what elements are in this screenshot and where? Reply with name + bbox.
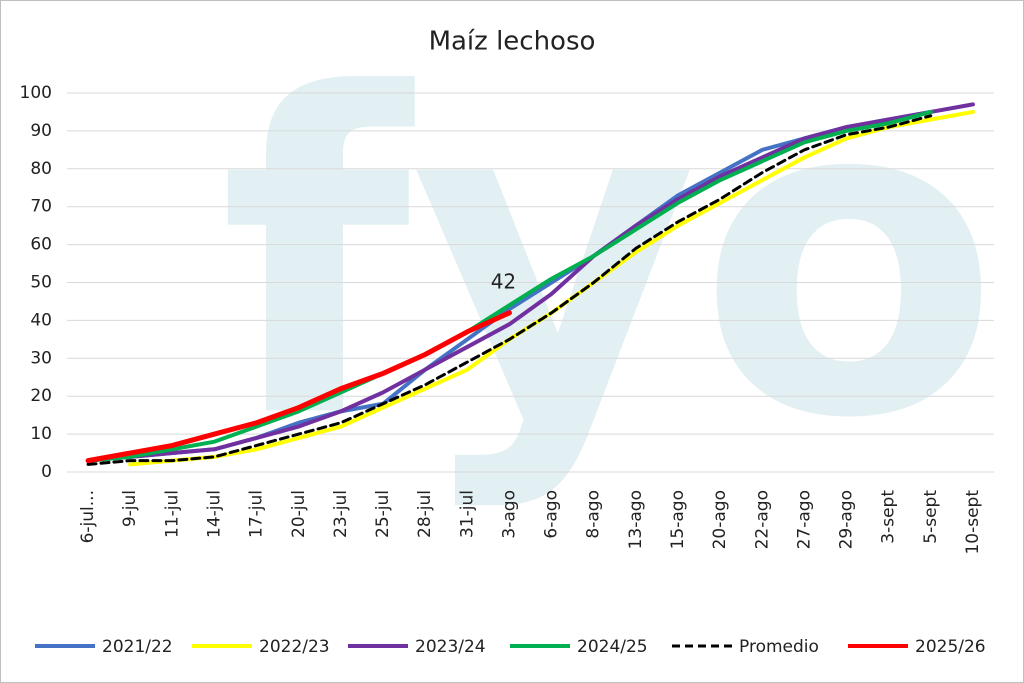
x-tick-label: 13-ago [626,490,646,549]
series-line [86,102,975,463]
x-tick-label: 22-ago [752,490,772,549]
legend-label: 2025/26 [915,637,986,657]
y-tick-label: 30 [30,348,52,368]
x-tick-label: 3-ago [499,490,519,539]
x-tick-label: 11-jul [162,490,182,538]
legend-label: 2024/25 [577,637,648,657]
y-tick-label: 0 [41,462,52,482]
y-tick-label: 10 [30,424,52,444]
y-tick-label: 80 [30,159,52,179]
watermark: fyo [219,2,1000,514]
x-tick-label: 6-ago [542,490,562,539]
y-tick-label: 90 [30,121,52,141]
y-tick-label: 70 [30,197,52,217]
x-tick-label: 3-sept [879,490,899,544]
x-tick-label: 10-sept [963,490,983,555]
x-tick-label: 15-ago [668,490,688,549]
legend-label: 2022/23 [259,637,330,657]
chart-title: Maíz lechoso [429,27,596,57]
x-tick-label: 5-sept [921,490,941,544]
y-tick-label: 20 [30,386,52,406]
legend-label: 2023/24 [415,637,486,657]
y-tick-label: 40 [30,310,52,330]
series-line [85,310,512,464]
legend-label: Promedio [739,637,819,657]
x-tick-label: 23-jul [331,490,351,538]
x-tick-label: 8-ago [584,490,604,539]
x-tick-label: 9-jul [120,490,140,527]
series-line [86,109,933,463]
data-label: 42 [491,269,516,293]
y-tick-label: 60 [30,235,52,255]
x-tick-label: 29-ago [837,490,857,549]
x-tick-label: 25-jul [373,490,393,538]
x-tick-label: 6-jul... [78,490,98,543]
y-tick-label: 100 [20,83,52,103]
legend-label: 2021/22 [102,637,173,657]
x-tick-label: 20-ago [710,490,730,549]
y-tick-label: 50 [30,273,52,293]
x-tick-label: 14-jul [204,490,224,538]
x-tick-label: 27-ago [794,490,814,549]
x-tick-label: 17-jul [247,490,267,538]
x-tick-label: 28-jul [415,490,435,538]
series-line [86,114,933,466]
x-tick-label: 31-jul [457,490,477,538]
x-tick-label: 20-jul [289,490,309,538]
